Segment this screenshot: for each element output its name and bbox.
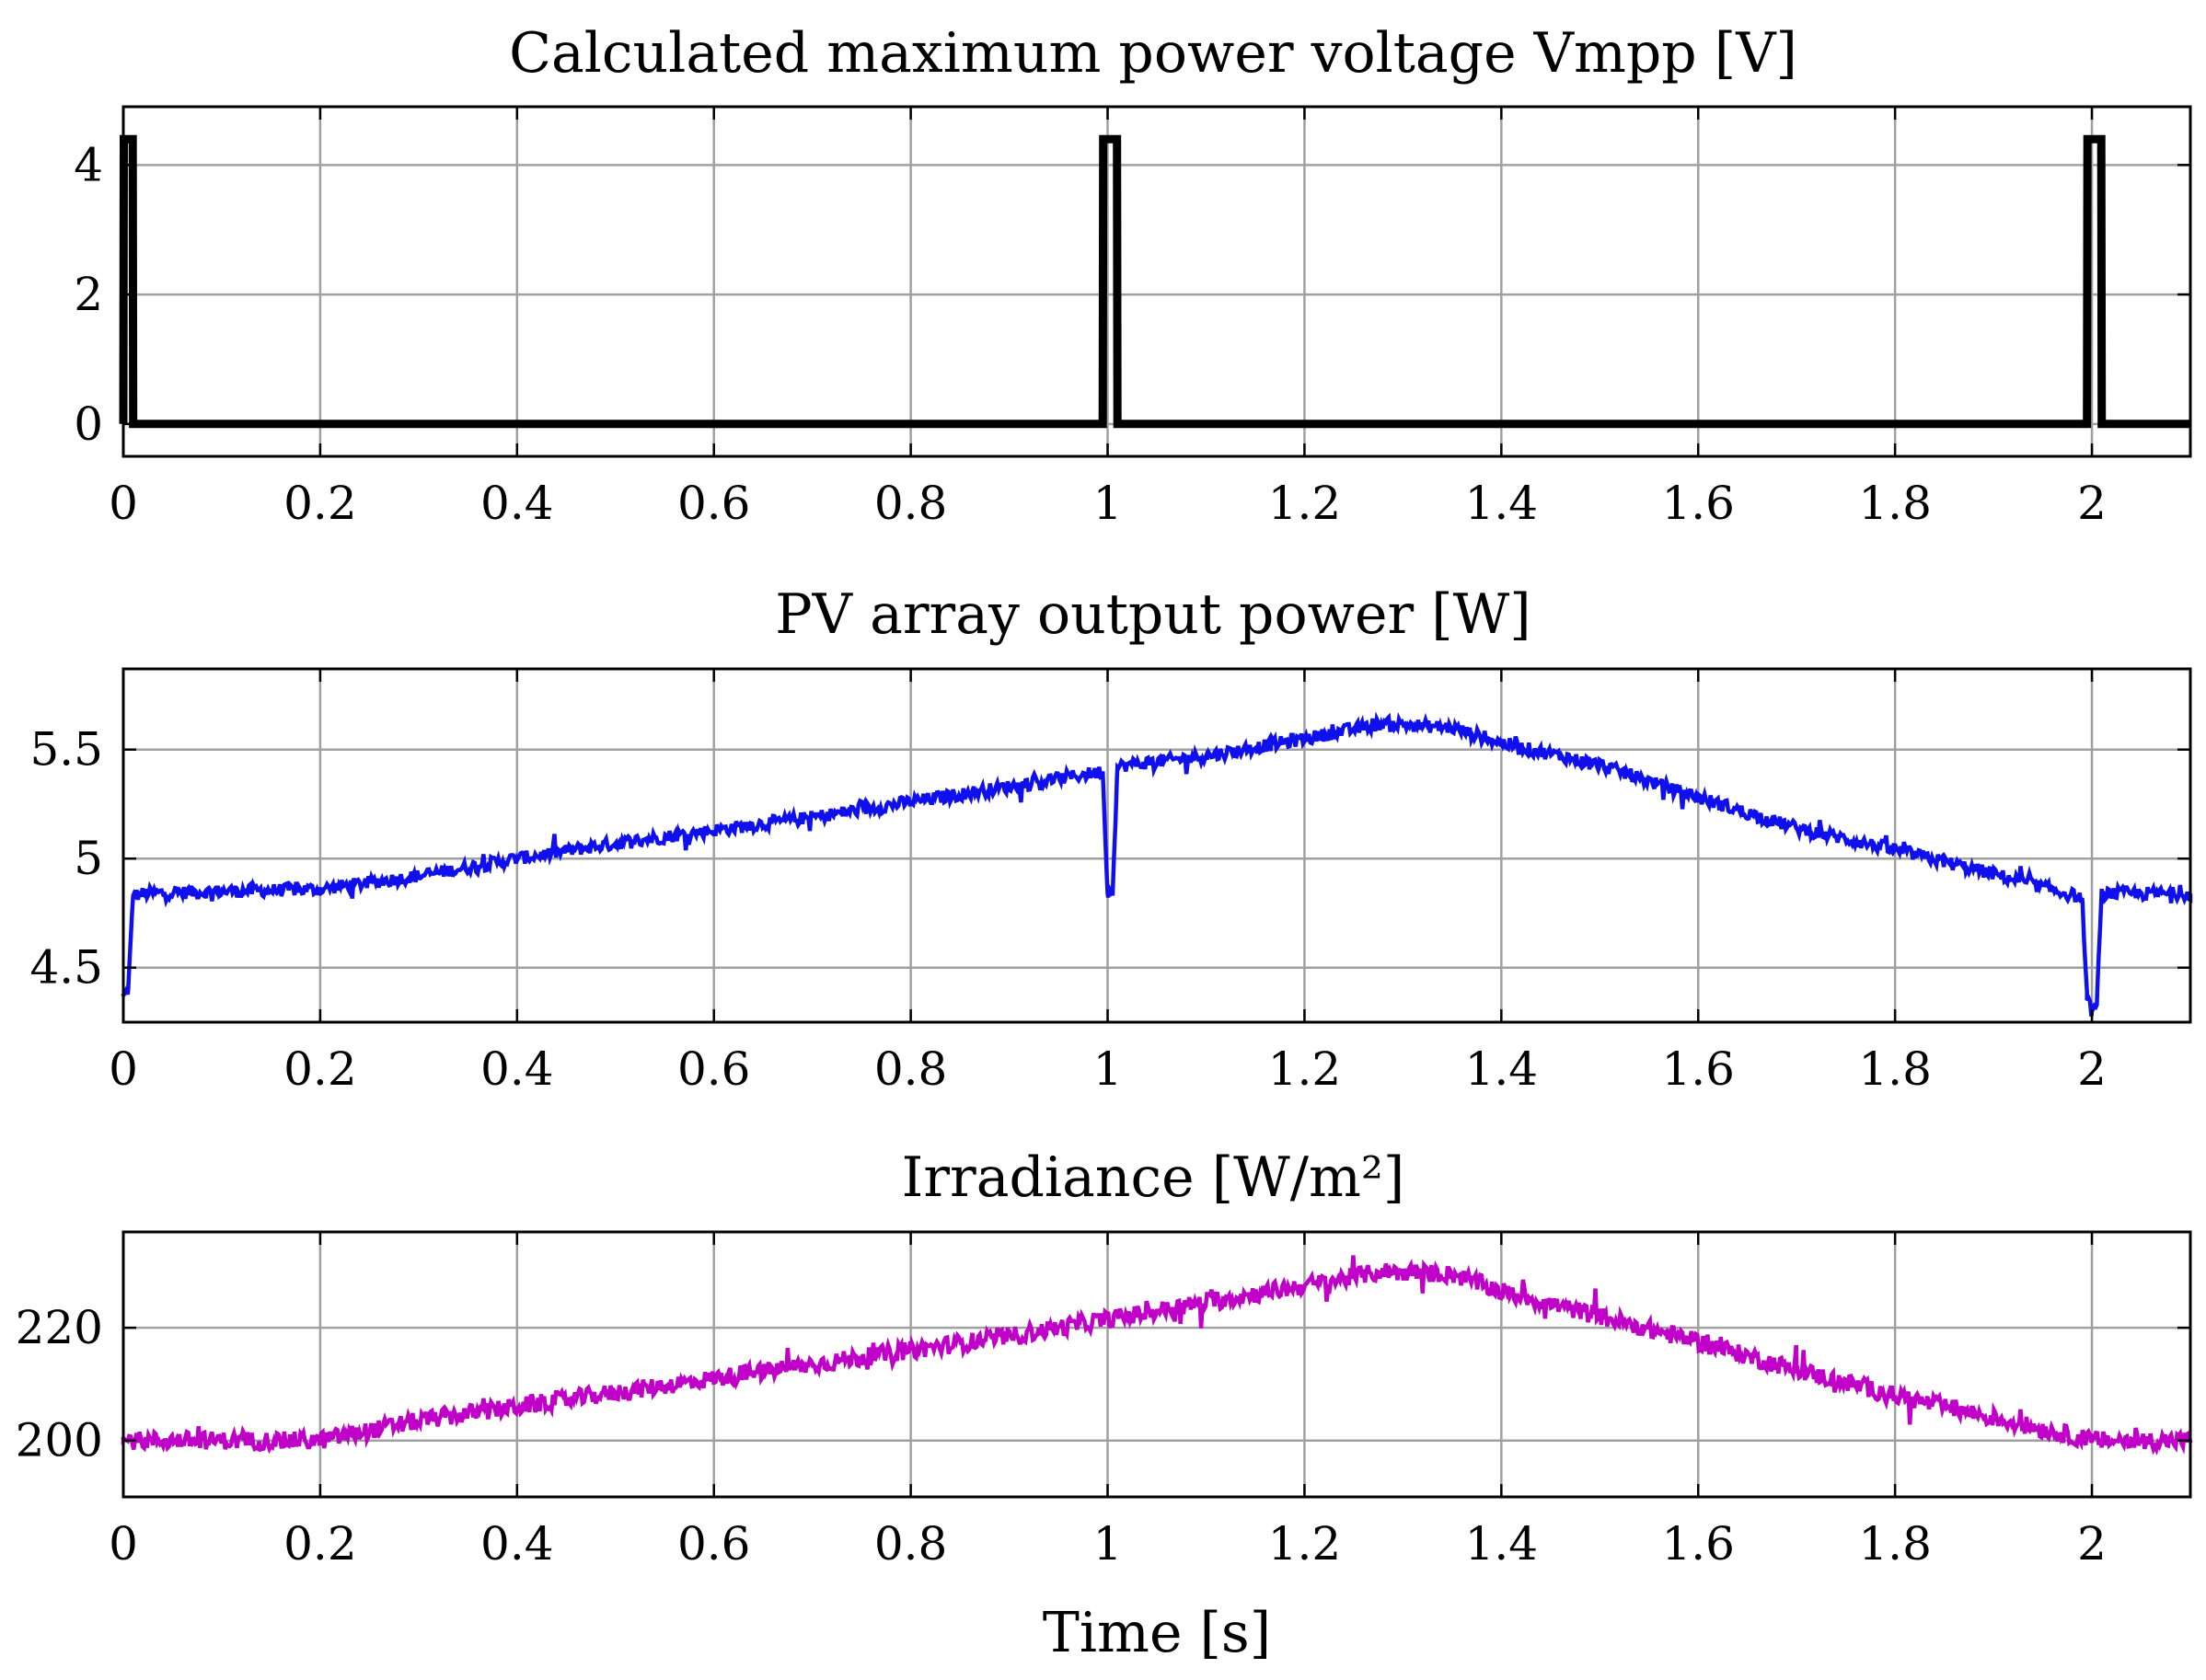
irradiance-x-tick-label: 0 [109,1517,138,1571]
power-x-tick-label: 1.6 [1661,1042,1735,1096]
irradiance-series-line [121,1255,2193,1456]
vmpp-y-tick-label: 4 [74,138,103,191]
irradiance-x-tick-label: 1.6 [1661,1517,1735,1571]
vmpp-x-tick-label: 1 [1093,477,1123,530]
vmpp-x-tick-label: 1.6 [1661,477,1735,530]
vmpp-panel: Calculated maximum power voltage Vmpp [V… [74,21,2192,530]
power-x-tick-label: 1.4 [1465,1042,1539,1096]
power-y-tick-label: 4.5 [29,941,103,995]
vmpp-y-tick-label: 0 [74,397,103,451]
power-x-tick-label: 0.6 [677,1042,751,1096]
power-x-tick-label: 0.4 [480,1042,554,1096]
irradiance-x-tick-label: 1.4 [1465,1517,1539,1571]
vmpp-y-tick-label: 2 [74,268,103,321]
vmpp-series-line [119,134,2190,429]
power-x-tick-label: 1 [1093,1042,1123,1096]
power-x-tick-label: 0.2 [283,1042,357,1096]
power-y-ticks: 4.5 5 5.5 [29,723,2190,995]
vmpp-x-tick-label: 0.2 [283,477,357,530]
irradiance-y-ticks: 200 220 [16,1301,2190,1467]
vmpp-x-tick-label: 1.8 [1858,477,1932,530]
irradiance-y-tick-label: 220 [16,1301,103,1354]
vmpp-x-tick-label: 1.2 [1268,477,1342,530]
vmpp-x-tick-label: 0 [109,477,138,530]
vmpp-y-ticks: 0 2 4 [74,138,2190,451]
irradiance-x-tick-label: 0.2 [283,1517,357,1571]
vmpp-x-tick-label: 1.4 [1465,477,1539,530]
power-x-tick-label: 0.8 [874,1042,948,1096]
vmpp-series [119,134,2190,429]
vmpp-x-tick-label: 0.4 [480,477,554,530]
x-axis-label: Time [s] [1043,1601,1271,1665]
power-y-tick-label: 5 [74,832,103,885]
power-x-tick-label: 0 [109,1042,138,1096]
irradiance-x-tick-label: 1.2 [1268,1517,1342,1571]
vmpp-x-tick-label: 0.8 [874,477,948,530]
vmpp-x-tick-label: 0.6 [677,477,751,530]
vmpp-x-tick-label: 2 [2077,477,2107,530]
irradiance-x-tick-label: 0.6 [677,1517,751,1571]
power-x-ticks: 0 0.2 0.4 0.6 0.8 1 1.2 1.4 1.6 1.8 2 [109,669,2107,1096]
irradiance-x-tick-label: 2 [2077,1517,2107,1571]
power-y-tick-label: 5.5 [29,723,103,777]
irradiance-x-tick-label: 1 [1093,1517,1123,1571]
irradiance-panel: Irradiance [W/m²] 0 0.2 0.4 0.6 0.8 1 1.2 1.4 1.… [16,1145,2193,1665]
irradiance-grid [123,1232,2190,1497]
power-axes-frame [121,667,2192,1024]
power-series-line [121,711,2193,1017]
power-x-tick-label: 1.8 [1858,1042,1932,1096]
power-series [121,711,2193,1017]
vmpp-axes-frame [121,105,2192,458]
power-title: PV array output power [W] [775,582,1530,647]
irradiance-y-tick-label: 200 [16,1414,103,1467]
irradiance-axes-frame [121,1230,2192,1499]
irradiance-x-ticks: 0 0.2 0.4 0.6 0.8 1 1.2 1.4 1.6 1.8 2 [109,1232,2107,1571]
irradiance-series [121,1255,2193,1456]
power-x-tick-label: 1.2 [1268,1042,1342,1096]
irradiance-title: Irradiance [W/m²] [902,1145,1405,1210]
power-panel: PV array output power [W] 0 0.2 0.4 0.6 0.8 1… [29,582,2193,1096]
irradiance-x-tick-label: 1.8 [1858,1517,1932,1571]
irradiance-x-tick-label: 0.8 [874,1517,948,1571]
vmpp-x-ticks: 0 0.2 0.4 0.6 0.8 1 1.2 1.4 1.6 1.8 2 [109,107,2107,530]
vmpp-title: Calculated maximum power voltage Vmpp [V… [509,21,1797,86]
irradiance-x-tick-label: 0.4 [480,1517,554,1571]
power-x-tick-label: 2 [2077,1042,2107,1096]
